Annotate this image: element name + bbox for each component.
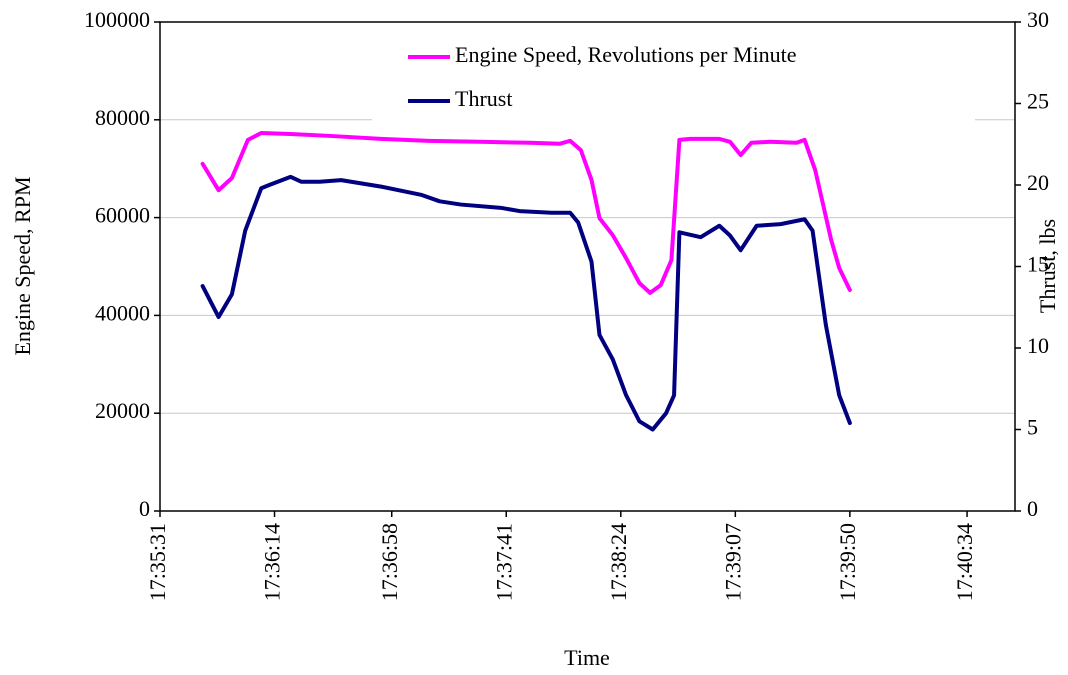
plot-frame — [159, 21, 1016, 512]
series-line — [200, 174, 852, 432]
y2-tick-label: 0 — [1027, 496, 1038, 521]
y-axis-title: Engine Speed, RPM — [10, 176, 35, 355]
y2-tick-label: 5 — [1027, 415, 1038, 440]
y2-tick-label: 20 — [1027, 170, 1049, 195]
series-line — [200, 131, 852, 295]
x-tick-label: 17:39:50 — [835, 523, 860, 601]
y-tick-label: 0 — [139, 496, 150, 521]
y2-tick-label: 25 — [1027, 89, 1049, 114]
x-tick-label: 17:37:41 — [491, 523, 516, 601]
x-axis-title: Time — [564, 645, 610, 670]
legend-label: Thrust — [455, 86, 512, 111]
legend-label: Engine Speed, Revolutions per Minute — [455, 42, 797, 67]
x-tick-label: 17:39:07 — [720, 523, 745, 601]
y-tick-label: 80000 — [95, 105, 150, 130]
x-tick-label: 17:35:31 — [145, 523, 170, 601]
y2-tick-label: 10 — [1027, 333, 1049, 358]
y-tick-label: 40000 — [95, 300, 150, 325]
legend-box — [372, 30, 975, 122]
x-tick-label: 17:36:58 — [377, 523, 402, 601]
x-tick-label: 17:40:34 — [952, 523, 977, 601]
y-tick-label: 20000 — [95, 398, 150, 423]
y-tick-label: 60000 — [95, 203, 150, 228]
y2-tick-label: 15 — [1027, 252, 1049, 277]
y-tick-label: 100000 — [84, 7, 150, 32]
x-tick-label: 17:38:24 — [606, 523, 631, 601]
y2-axis-title: Thrust, lbs — [1035, 219, 1060, 313]
y2-tick-label: 30 — [1027, 7, 1049, 32]
x-tick-label: 17:36:14 — [260, 523, 285, 601]
